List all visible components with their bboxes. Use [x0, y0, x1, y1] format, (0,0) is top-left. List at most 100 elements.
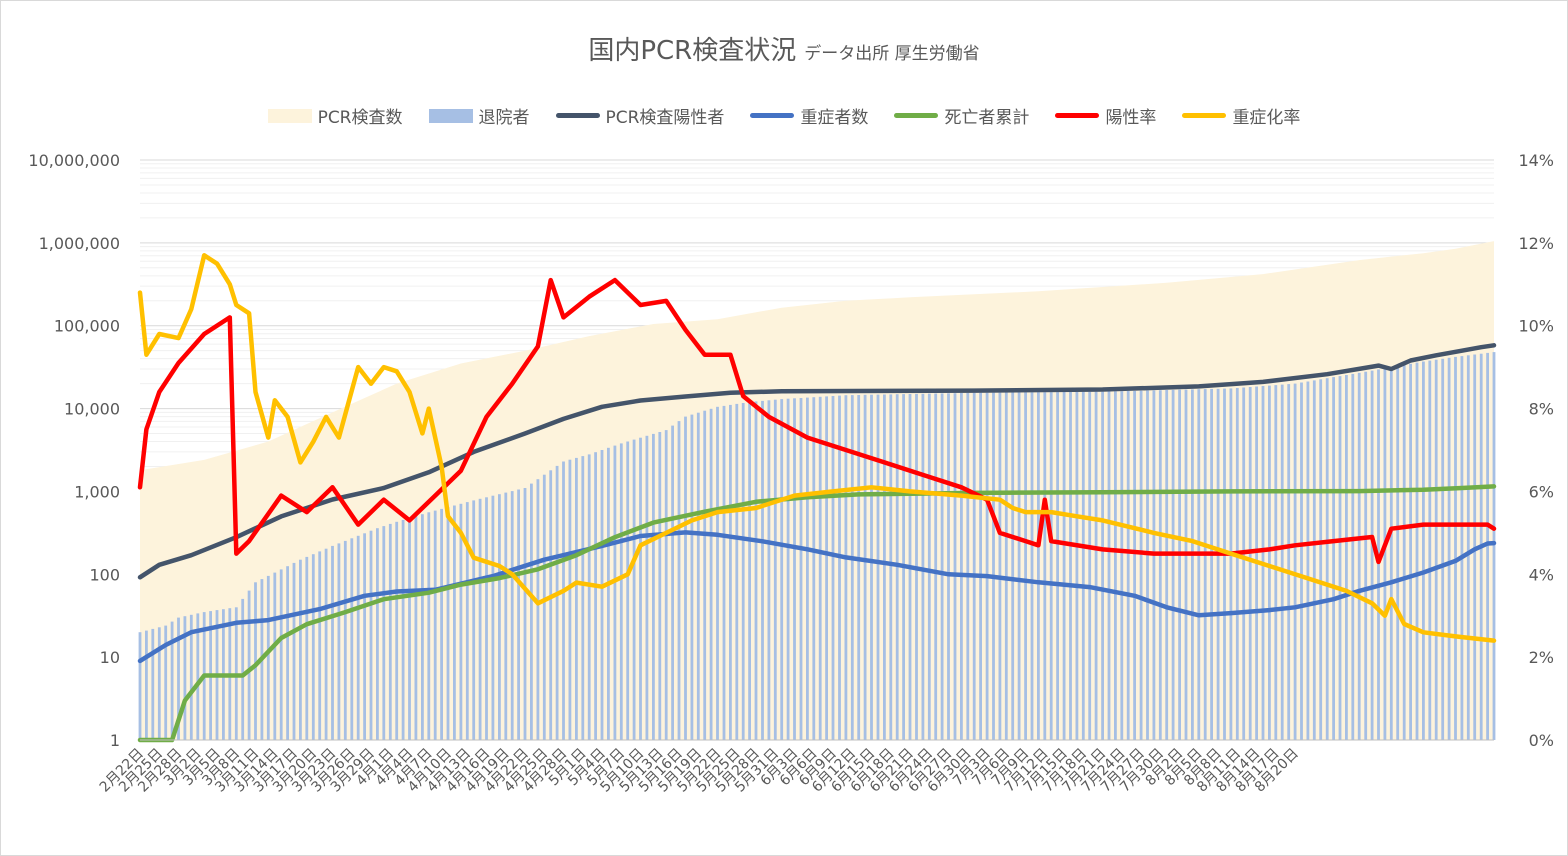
bar-discharged	[921, 393, 925, 740]
bar-discharged	[157, 627, 161, 740]
bar-discharged	[645, 435, 649, 740]
bar-discharged	[1165, 390, 1169, 740]
bar-discharged	[979, 392, 982, 740]
chart-title: 国内PCR検査状況 データ出所 厚生労働省	[0, 30, 1568, 67]
bar-discharged	[1332, 377, 1335, 740]
bar-discharged	[273, 572, 277, 740]
bar-discharged	[292, 562, 296, 740]
bar-discharged	[786, 398, 790, 740]
bar-discharged	[382, 526, 386, 740]
bar-discharged	[510, 491, 514, 740]
bar-discharged	[883, 394, 886, 740]
legend-swatch	[1055, 113, 1100, 118]
y-tick-label: 10	[100, 648, 120, 667]
bar-discharged	[838, 395, 841, 740]
bar-discharged	[1345, 375, 1348, 740]
bar-discharged	[311, 554, 315, 740]
bar-discharged	[825, 396, 828, 740]
legend-item: 死亡者累計	[894, 103, 1029, 128]
bar-discharged	[735, 403, 739, 740]
bar-discharged	[305, 556, 309, 740]
bar-discharged	[356, 535, 360, 740]
series-line-1	[137, 343, 1497, 580]
bar-discharged	[985, 392, 989, 740]
bar-discharged	[703, 410, 707, 740]
bar-discharged	[241, 598, 245, 740]
bar-discharged	[1242, 387, 1246, 740]
legend-label: PCR検査陽性者	[605, 108, 725, 128]
bar-discharged	[575, 457, 578, 740]
bar-discharged	[1094, 391, 1098, 740]
bar-discharged	[619, 443, 623, 740]
bar-discharged	[690, 414, 694, 740]
chart-legend: PCR検査数 退院者 PCR検査陽性者 重症者数 死亡者累計 陽性率 重症化率	[0, 103, 1568, 128]
legend-swatch	[555, 113, 600, 118]
y2-tick-label: 0%	[1529, 731, 1554, 750]
bar-discharged	[1415, 362, 1419, 740]
bar-discharged	[145, 630, 148, 740]
bar-discharged	[247, 590, 251, 740]
bar-discharged	[523, 488, 527, 740]
legend-label: 重症化率	[1232, 108, 1301, 128]
bar-discharged	[844, 395, 848, 740]
bar-discharged	[716, 406, 719, 740]
bar-discharged	[876, 394, 880, 740]
bar-discharged	[850, 395, 854, 740]
bar-discharged	[806, 397, 809, 740]
bar-discharged	[1396, 366, 1400, 740]
bar-discharged	[1152, 390, 1156, 740]
bar-discharged	[895, 394, 899, 740]
bar-discharged	[440, 508, 443, 740]
bar-discharged	[927, 393, 931, 740]
y2-tick-label: 8%	[1529, 400, 1554, 419]
bar-discharged	[1434, 359, 1438, 740]
bar-discharged	[761, 400, 764, 740]
y2-tick-label: 4%	[1529, 565, 1554, 584]
legend-swatch	[750, 113, 795, 118]
bar-discharged	[472, 500, 476, 740]
bar-discharged	[1043, 392, 1047, 740]
bar-discharged	[324, 548, 328, 740]
legend-label: 重症者数	[800, 108, 869, 128]
bar-discharged	[767, 400, 771, 740]
bar-discharged	[1004, 392, 1008, 740]
bar-discharged	[266, 575, 270, 740]
bar-discharged	[1133, 390, 1136, 740]
bar-discharged	[395, 521, 399, 740]
bar-discharged	[1171, 389, 1175, 740]
bar-discharged	[1107, 391, 1111, 740]
y-tick-label: 100	[89, 565, 120, 584]
chart-subtitle: データ出所 厚生労働省	[804, 44, 980, 64]
bar-discharged	[1325, 378, 1329, 740]
legend-item: 退院者	[428, 103, 530, 128]
bar-discharged	[421, 514, 424, 740]
chart-title-text: 国内PCR検査状況	[588, 36, 797, 66]
bar-discharged	[530, 483, 533, 740]
legend-swatch	[1182, 113, 1227, 118]
y-tick-label: 10,000,000	[28, 151, 120, 170]
bar-discharged	[889, 394, 893, 740]
bar-discharged	[992, 392, 995, 740]
bar-discharged	[1037, 392, 1040, 740]
y2-tick-label: 12%	[1518, 234, 1554, 253]
bar-discharged	[684, 416, 687, 740]
bar-discharged	[652, 433, 655, 740]
bar-discharged	[998, 392, 1002, 740]
bar-discharged	[1454, 356, 1457, 740]
legend-item: 重症化率	[1182, 103, 1300, 128]
bar-discharged	[1191, 389, 1194, 740]
bar-discharged	[408, 518, 411, 740]
bar-discharged	[1120, 391, 1124, 740]
bar-discharged	[696, 412, 700, 740]
y-tick-label: 1	[110, 731, 120, 750]
bar-discharged	[1441, 358, 1445, 740]
bar-discharged	[337, 543, 341, 740]
legend-label: 退院者	[478, 108, 530, 128]
bar-discharged	[369, 530, 373, 740]
bar-discharged	[1364, 371, 1368, 740]
legend-swatch	[428, 108, 473, 123]
bar-discharged	[164, 625, 168, 740]
bar-discharged	[542, 474, 546, 740]
bar-discharged	[1300, 382, 1303, 740]
bar-discharged	[1062, 392, 1066, 740]
